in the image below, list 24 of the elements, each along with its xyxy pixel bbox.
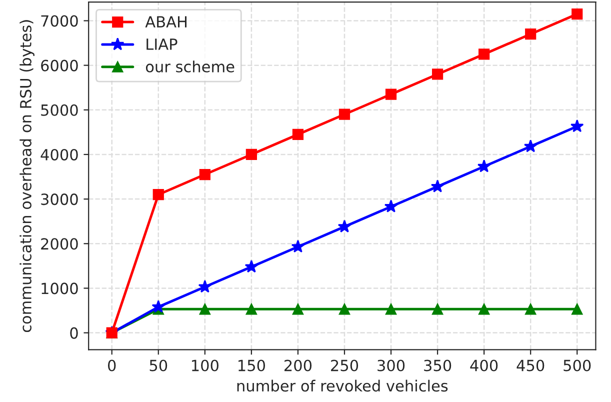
- x-tick-label: 200: [284, 360, 312, 372]
- legend-label: ABAH: [145, 16, 186, 28]
- x-tick-label: 150: [238, 360, 265, 372]
- y-tick-label: 4000: [40, 148, 78, 160]
- x-tick-label: 500: [564, 360, 591, 372]
- y-tick-label: 5000: [41, 104, 78, 116]
- x-tick-label: 0: [108, 360, 116, 372]
- y-tick-label: 0: [70, 327, 78, 339]
- x-tick-label: 100: [192, 360, 218, 372]
- x-tick-label: 250: [331, 360, 358, 372]
- y-axis-title: communication overhead on RSU (bytes): [20, 20, 34, 332]
- legend-label: our scheme: [146, 60, 234, 72]
- x-tick-label: 400: [470, 360, 498, 372]
- x-tick-label: 50: [150, 360, 168, 372]
- x-axis-title: number of revoked vehicles: [237, 380, 448, 392]
- y-tick-label: 7000: [41, 15, 78, 27]
- legend-label: LIAP: [146, 38, 178, 50]
- y-tick-label: 2000: [41, 238, 78, 250]
- y-tick-label: 1000: [42, 282, 78, 294]
- y-tick-label: 6000: [41, 60, 78, 72]
- y-tick-label: 3000: [41, 194, 78, 206]
- x-tick-label: 300: [378, 360, 405, 372]
- x-tick-label: 350: [424, 360, 452, 372]
- x-tick-label: 450: [516, 360, 544, 372]
